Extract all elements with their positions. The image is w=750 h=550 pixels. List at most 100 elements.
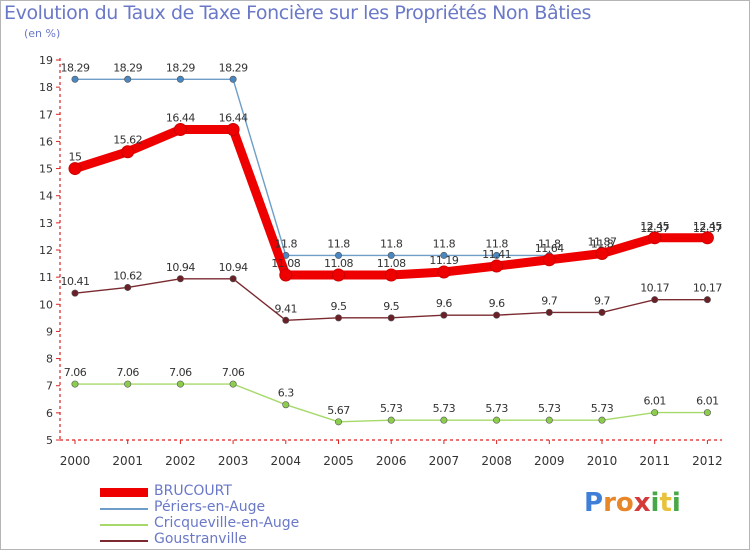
- data-label: 7.06: [222, 366, 245, 379]
- data-label: 6.01: [643, 395, 666, 408]
- data-label: 5.73: [538, 402, 561, 415]
- data-label: 9.7: [541, 294, 557, 307]
- data-point: [437, 265, 451, 279]
- x-tick-label: 2012: [692, 454, 723, 468]
- chart-title: Evolution du Taux de Taxe Foncière sur l…: [4, 2, 592, 24]
- data-point: [440, 251, 448, 259]
- data-label: 9.7: [594, 294, 610, 307]
- logo-letter: o: [615, 488, 634, 518]
- proxiti-logo: Proxiti: [584, 488, 681, 518]
- logo-letter: r: [603, 488, 616, 518]
- data-point: [493, 416, 501, 424]
- data-label: 10.94: [219, 261, 248, 274]
- data-point: [334, 314, 342, 322]
- data-label: 5.67: [327, 404, 350, 417]
- data-label: 9.41: [275, 302, 298, 315]
- data-point: [124, 380, 132, 388]
- data-point: [282, 316, 290, 324]
- data-label: 10.62: [113, 269, 142, 282]
- data-label: 11.8: [380, 237, 403, 250]
- data-label: 9.6: [436, 297, 452, 310]
- x-tick-label: 2007: [429, 454, 460, 468]
- data-label: 6.01: [696, 395, 719, 408]
- data-label: 9.6: [489, 297, 505, 310]
- data-label: 11.41: [482, 248, 511, 261]
- data-label: 16.44: [166, 111, 195, 124]
- data-label: 5.73: [591, 402, 614, 415]
- data-label: 12.37: [640, 222, 669, 235]
- data-label: 10.94: [166, 261, 195, 274]
- data-point: [545, 416, 553, 424]
- series-line-p-riers-en-auge: [75, 78, 708, 257]
- y-tick-label: 8: [46, 353, 53, 366]
- data-point: [651, 296, 659, 304]
- data-label: 11.8: [327, 237, 350, 250]
- data-label: 11.8: [538, 237, 561, 250]
- data-label: 7.06: [116, 366, 139, 379]
- data-point: [124, 283, 132, 291]
- data-label: 18.29: [61, 61, 90, 74]
- data-label: 11.8: [485, 237, 508, 250]
- data-point: [545, 308, 553, 316]
- x-tick-label: 2011: [639, 454, 670, 468]
- data-point: [71, 380, 79, 388]
- data-point: [703, 296, 711, 304]
- data-point: [71, 289, 79, 297]
- data-label: 9.5: [383, 300, 399, 313]
- data-label: 11.08: [271, 257, 300, 270]
- data-point: [121, 145, 135, 159]
- data-point: [387, 416, 395, 424]
- y-tick-label: 6: [46, 407, 53, 420]
- data-label: 11.08: [377, 257, 406, 270]
- y-tick-label: 17: [39, 108, 53, 121]
- y-tick-label: 16: [39, 135, 53, 148]
- legend-label: BRUCOURT: [154, 483, 232, 499]
- data-point: [229, 75, 237, 83]
- data-label: 11.08: [324, 257, 353, 270]
- legend-swatch: [100, 524, 148, 526]
- data-label: 10.41: [61, 275, 90, 288]
- data-point: [598, 416, 606, 424]
- data-label: 10.17: [693, 282, 722, 295]
- data-point: [173, 122, 187, 136]
- y-tick-label: 19: [39, 54, 53, 67]
- axes: 5 6 7 8 9 10 11 12 13 14 15 16 17 18 19 2000 2001 2002 200…: [39, 54, 723, 468]
- y-tick-label: 11: [39, 271, 53, 284]
- data-label: 7.06: [64, 366, 87, 379]
- x-tick-label: 2009: [534, 454, 565, 468]
- y-tick-label: 18: [39, 81, 53, 94]
- data-label: 16.44: [219, 111, 248, 124]
- legend-label: Cricqueville-en-Auge: [154, 515, 300, 531]
- logo-letter: i: [671, 488, 681, 518]
- x-tick-label: 2003: [218, 454, 249, 468]
- data-label: 11.64: [535, 242, 564, 255]
- data-point: [334, 251, 342, 259]
- data-label: 12.45: [693, 220, 722, 233]
- data-point: [493, 251, 501, 259]
- logo-letter: P: [584, 488, 604, 518]
- data-point: [493, 311, 501, 319]
- data-point: [279, 268, 293, 282]
- data-point: [282, 401, 290, 409]
- legend-label: Goustranville: [154, 531, 247, 547]
- data-point: [387, 251, 395, 259]
- data-point: [71, 75, 79, 83]
- data-label: 10.17: [640, 282, 669, 295]
- y-tick-label: 15: [39, 163, 53, 176]
- y-tick-label: 7: [46, 380, 53, 393]
- data-label: 6.3: [278, 387, 294, 400]
- data-point: [229, 275, 237, 283]
- x-tick-label: 2008: [481, 454, 512, 468]
- data-point: [703, 409, 711, 417]
- data-point: [332, 268, 345, 282]
- data-label: 15: [69, 151, 82, 164]
- data-label: 11.8: [591, 237, 614, 250]
- data-label: 5.73: [485, 402, 508, 415]
- data-point: [598, 308, 606, 316]
- data-label: 15.62: [113, 134, 142, 147]
- data-point: [440, 416, 448, 424]
- legend-swatch: [100, 488, 148, 497]
- x-tick-label: 2002: [165, 454, 196, 468]
- y-tick-label: 5: [46, 434, 53, 447]
